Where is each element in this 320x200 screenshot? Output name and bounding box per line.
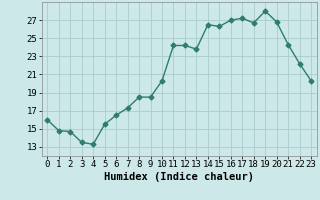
X-axis label: Humidex (Indice chaleur): Humidex (Indice chaleur) xyxy=(104,172,254,182)
